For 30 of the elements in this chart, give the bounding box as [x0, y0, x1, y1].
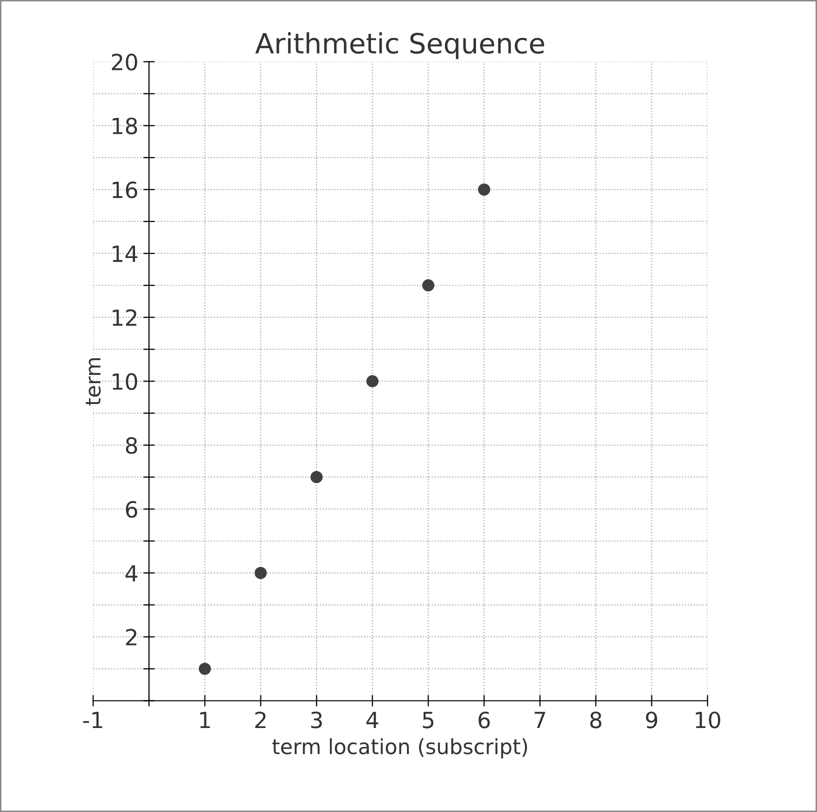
- x-tick-label: 9: [646, 712, 658, 728]
- y-tick-label: 12: [112, 309, 136, 326]
- x-tick-label: 1: [200, 712, 210, 728]
- y-tick-label: 14: [112, 246, 138, 262]
- y-tick-label: 20: [112, 54, 138, 70]
- chart-title: Arithmetic Sequence: [255, 32, 544, 60]
- point: [478, 183, 490, 196]
- y-tick-label: 2: [126, 628, 136, 646]
- x-tick-label: 7: [534, 712, 546, 728]
- point: [310, 471, 323, 484]
- x-tick-label: -1: [83, 712, 102, 728]
- point: [366, 375, 378, 388]
- y-tick-label: 6: [126, 500, 138, 518]
- x-tick-label: 2: [255, 712, 266, 728]
- x-tick-label: 4: [366, 712, 378, 728]
- y-tick-label: 16: [112, 181, 138, 198]
- y-tick-label: 8: [126, 437, 138, 454]
- y-axis-title: term: [86, 358, 101, 406]
- x-axis-title: term location (subscript): [272, 738, 528, 758]
- x-tick-label: 3: [311, 712, 322, 728]
- point: [254, 566, 267, 580]
- y-tick-label: 18: [112, 118, 138, 134]
- x-tick-label: 6: [478, 712, 490, 728]
- y-tick-label: 10: [112, 373, 138, 390]
- y-tick-label: 4: [126, 565, 138, 582]
- point: [198, 662, 211, 675]
- point: [422, 279, 434, 292]
- x-tick-label: 8: [590, 712, 602, 728]
- x-tick-label: 10: [696, 712, 720, 728]
- x-tick-label: 5: [422, 712, 434, 728]
